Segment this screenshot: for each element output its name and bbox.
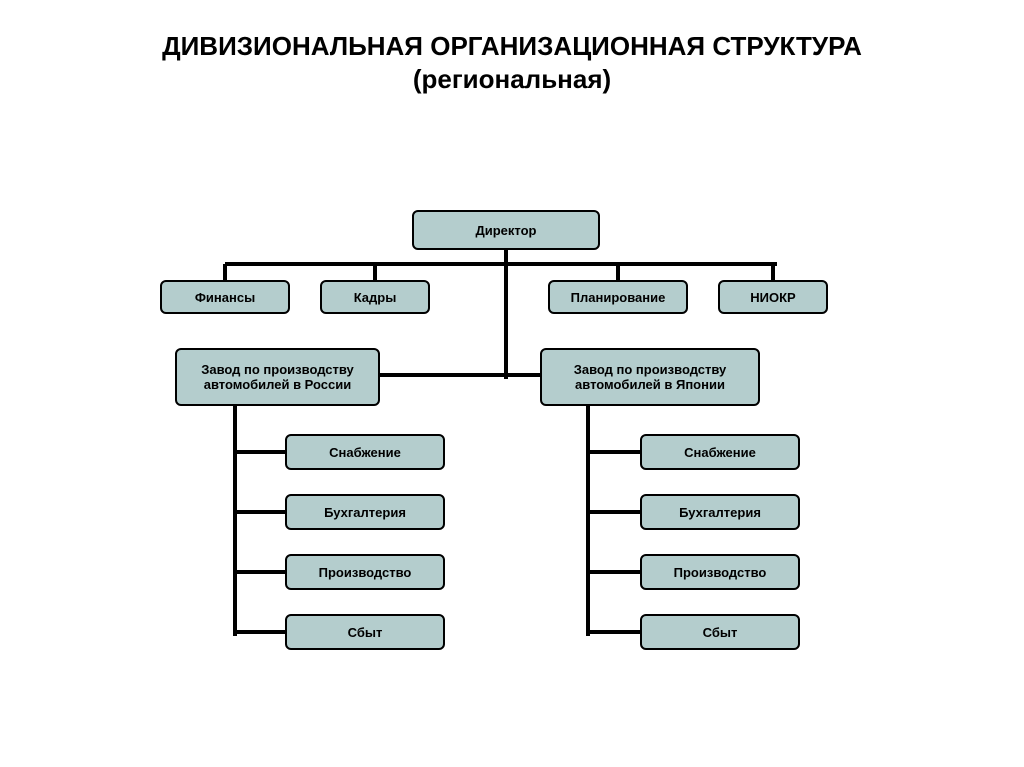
node-ru_sales: Сбыт (285, 614, 445, 650)
node-factory_jp: Завод по производству автомобилей в Япон… (540, 348, 760, 406)
connector-h (235, 630, 289, 634)
connector-v (504, 250, 508, 379)
connector-v (586, 406, 590, 636)
connector-h (225, 262, 777, 266)
node-jp_supply: Снабжение (640, 434, 800, 470)
title-line2: (региональная) (0, 63, 1024, 96)
connector-h (588, 570, 644, 574)
node-jp_prod: Производство (640, 554, 800, 590)
node-jp_sales: Сбыт (640, 614, 800, 650)
connector-h (235, 450, 289, 454)
connector-h (235, 510, 289, 514)
node-factory_ru: Завод по производству автомобилей в Росс… (175, 348, 380, 406)
node-director: Директор (412, 210, 600, 250)
node-ru_prod: Производство (285, 554, 445, 590)
node-ru_acct: Бухгалтерия (285, 494, 445, 530)
page-title: ДИВИЗИОНАЛЬНАЯ ОРГАНИЗАЦИОННАЯ СТРУКТУРА… (0, 30, 1024, 95)
connector-h (588, 510, 644, 514)
node-jp_acct: Бухгалтерия (640, 494, 800, 530)
connector-v (233, 406, 237, 636)
node-rnd: НИОКР (718, 280, 828, 314)
title-line1: ДИВИЗИОНАЛЬНАЯ ОРГАНИЗАЦИОННАЯ СТРУКТУРА (0, 30, 1024, 63)
node-ru_supply: Снабжение (285, 434, 445, 470)
connector-h (235, 570, 289, 574)
node-planning: Планирование (548, 280, 688, 314)
node-hr: Кадры (320, 280, 430, 314)
connector-h (588, 450, 644, 454)
connector-h (588, 630, 644, 634)
node-finance: Финансы (160, 280, 290, 314)
